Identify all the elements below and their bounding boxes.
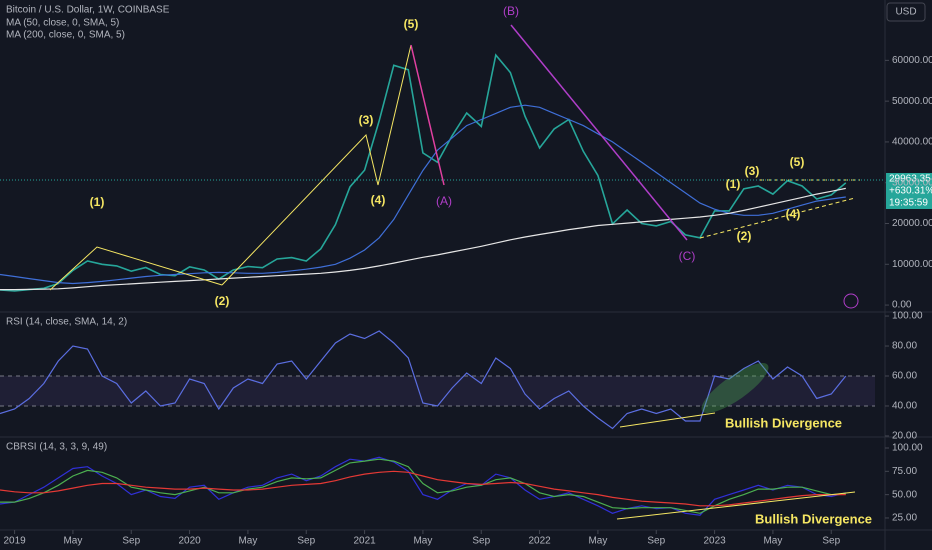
wave-label: (3) xyxy=(359,113,374,127)
x-tick-label: Sep xyxy=(822,536,840,547)
y-tick-label: 50.00 xyxy=(892,489,917,500)
series-line xyxy=(0,458,846,514)
y-tick-label: 10000.00 xyxy=(892,259,932,270)
wave-label: (2) xyxy=(215,294,230,308)
plot xyxy=(0,53,889,534)
y-tick-label: 20000.00 xyxy=(892,218,932,229)
y-tick-label: 50000.00 xyxy=(892,96,932,107)
price-tag-text: 19:35:59 xyxy=(889,198,928,209)
y-tick-label: 75.00 xyxy=(892,466,917,477)
wave-label: (4) xyxy=(371,193,386,207)
price-tag-text: 29963.35 xyxy=(889,174,931,185)
y-tick-label: 80.00 xyxy=(892,341,917,352)
wave-label: (5) xyxy=(404,17,419,31)
divergence-line xyxy=(619,412,716,428)
y-tick-label: 0.00 xyxy=(892,300,912,311)
wave-label: (3) xyxy=(745,164,760,178)
x-tick-label: 2022 xyxy=(528,536,551,547)
legend-entry: MA (50, close, 0, SMA, 5) xyxy=(6,18,119,29)
legend-entry: MA (200, close, 0, SMA, 5) xyxy=(6,30,125,41)
pane-title: CBRSI (14, 3, 3, 9, 49) xyxy=(6,442,107,453)
wave-line xyxy=(410,44,445,186)
series-line xyxy=(0,470,846,507)
x-tick-label: May xyxy=(588,536,607,547)
wave-label: (1) xyxy=(90,195,105,209)
x-tick-label: Sep xyxy=(297,536,315,547)
wave-label: (B) xyxy=(503,4,519,18)
series-line xyxy=(0,187,846,291)
wave-line xyxy=(49,246,223,291)
y-tick-label: 100.00 xyxy=(892,443,923,454)
divergence-line xyxy=(616,491,856,520)
wave-label: (5) xyxy=(790,155,805,169)
wave-line xyxy=(510,24,688,241)
x-tick-label: Sep xyxy=(647,536,665,547)
wave-label: (2) xyxy=(737,229,752,243)
y-tick-label: 60.00 xyxy=(892,371,917,382)
x-tick-label: 2021 xyxy=(353,536,376,547)
x-tick-label: May xyxy=(238,536,257,547)
trend-line xyxy=(699,197,856,239)
chart-title: Bitcoin / U.S. Dollar, 1W, COINBASE xyxy=(6,5,170,16)
x-tick-label: Sep xyxy=(122,536,140,547)
currency-button[interactable] xyxy=(886,2,926,22)
x-tick-label: 2023 xyxy=(703,536,726,547)
y-tick-label: 40000.00 xyxy=(892,137,932,148)
series-line xyxy=(0,53,847,292)
annotation: Bullish Divergence xyxy=(755,511,872,526)
series-line xyxy=(0,456,846,516)
x-tick-label: May xyxy=(413,536,432,547)
wave-label: (1) xyxy=(726,177,741,191)
y-tick-label: 60000.00 xyxy=(892,55,932,66)
wave-line xyxy=(221,44,412,286)
price-tag-text: +630.31% xyxy=(889,186,932,197)
highlight xyxy=(701,363,769,413)
x-tick-label: 2020 xyxy=(178,536,201,547)
x-tick-label: 2019 xyxy=(3,536,26,547)
y-tick-label: 25.00 xyxy=(892,513,917,524)
wave-label: (C) xyxy=(679,249,696,263)
x-tick-label: Sep xyxy=(472,536,490,547)
annotation: Bullish Divergence xyxy=(725,415,842,430)
price-tag xyxy=(886,173,932,209)
x-tick-label: May xyxy=(763,536,782,547)
series-line xyxy=(0,104,846,285)
icon[interactable] xyxy=(843,293,859,309)
pane-title: RSI (14, close, SMA, 14, 2) xyxy=(6,317,127,328)
wave-label: (4) xyxy=(786,207,801,221)
y-tick-label: 30000.00 xyxy=(892,177,932,188)
y-tick-label: 40.00 xyxy=(892,401,917,412)
y-tick-label: 20.00 xyxy=(892,431,917,442)
x-tick-label: May xyxy=(63,536,82,547)
y-tick-label: 100.00 xyxy=(892,311,923,322)
currency[interactable]: USD xyxy=(895,7,916,18)
wave-label: (A) xyxy=(436,194,452,208)
series-line xyxy=(0,330,847,430)
